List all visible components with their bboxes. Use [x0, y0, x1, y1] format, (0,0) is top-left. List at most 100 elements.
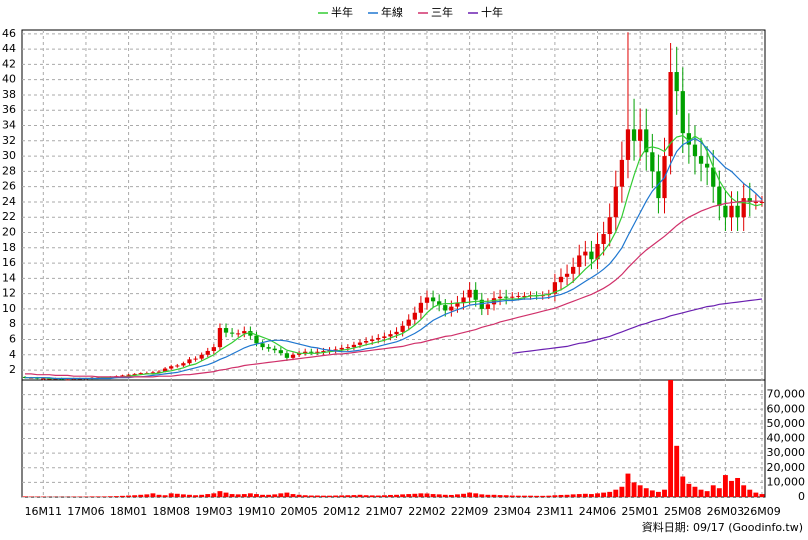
volume-bar — [649, 490, 655, 497]
volume-bar — [418, 493, 424, 497]
x-tick-label: 18M08 — [152, 505, 190, 518]
volume-bar — [515, 495, 521, 497]
candle-body — [674, 72, 679, 92]
candle-body — [260, 343, 265, 348]
candle-body — [175, 365, 180, 367]
candle-body — [759, 201, 765, 203]
y2-tick-label: 30,000 — [767, 446, 806, 459]
y-tick-label: 18 — [2, 241, 16, 254]
y-tick-label: 14 — [2, 271, 16, 284]
volume-bar — [674, 445, 680, 497]
candle-body — [473, 289, 478, 300]
volume-bar — [601, 492, 607, 497]
candle-body — [345, 347, 350, 349]
volume-bar — [296, 494, 302, 497]
volume-bar — [753, 492, 759, 497]
volume-bar — [193, 495, 199, 497]
candle-body — [504, 296, 509, 298]
candle-body — [485, 304, 491, 309]
volume-bar — [284, 492, 290, 497]
candle-body — [138, 373, 143, 375]
volume-bar — [89, 496, 95, 497]
x-tick-label: 22M09 — [451, 505, 489, 518]
y2-tick-label: 60,000 — [767, 402, 806, 415]
candle-body — [479, 299, 484, 309]
candle-body — [156, 371, 162, 373]
candle-body — [217, 328, 223, 348]
candle-body — [333, 349, 338, 351]
candle-body — [315, 351, 320, 353]
candle-body — [711, 167, 716, 187]
volume-bar — [729, 480, 734, 497]
volume-bar — [180, 494, 186, 497]
y-tick-label: 16 — [2, 256, 16, 269]
candle-body — [223, 328, 229, 333]
volume-bar — [357, 494, 363, 497]
candle-body — [41, 378, 46, 380]
y-tick-label: 26 — [2, 180, 16, 193]
footer: 資料日期: 09/17 (Goodinfo.tw) — [642, 520, 803, 534]
candle-body — [552, 282, 558, 294]
volume-bar — [132, 495, 138, 497]
volume-bar — [381, 495, 387, 497]
volume-bar — [290, 494, 296, 497]
candle-body — [613, 186, 618, 218]
volume-bar — [588, 494, 594, 497]
volume-bar — [448, 494, 454, 497]
volume-bar — [150, 493, 156, 497]
candle-body — [747, 198, 752, 202]
y-tick-label: 6 — [9, 332, 16, 345]
volume-bar — [424, 493, 430, 497]
candle-body — [266, 347, 271, 349]
y-tick-label: 30 — [2, 149, 16, 162]
candle-body — [467, 289, 472, 298]
volume-bar — [540, 495, 546, 497]
candle-body — [309, 351, 314, 353]
y-tick-label: 46 — [2, 27, 16, 40]
candle-body — [491, 298, 497, 305]
candle-body — [510, 296, 515, 298]
volume-bar — [351, 495, 357, 497]
volume-bar — [503, 495, 509, 497]
candle-body — [193, 358, 198, 360]
volume-bar — [710, 485, 716, 497]
candle-body — [686, 133, 692, 145]
volume-bar — [497, 495, 503, 497]
candle-body — [583, 251, 588, 256]
volume-bar — [528, 495, 533, 497]
legend-label: 半年 — [331, 5, 353, 19]
candle-body — [461, 297, 466, 303]
candle-body — [625, 129, 631, 160]
volume-bar — [631, 482, 637, 497]
candle-body — [254, 335, 259, 344]
volume-bar — [327, 495, 332, 497]
candle-body — [424, 297, 430, 303]
legend-label: 年線 — [381, 5, 403, 19]
y-tick-label: 8 — [9, 317, 16, 330]
volume-bar — [491, 494, 497, 497]
candle-body — [132, 373, 137, 375]
candle-body — [363, 341, 369, 343]
volume-bar — [321, 495, 326, 497]
volume-bar — [333, 495, 339, 497]
volume-bar — [570, 494, 576, 497]
candle-body — [339, 347, 344, 350]
candle-body — [680, 91, 685, 134]
candle-body — [418, 302, 424, 313]
volume-bar — [692, 486, 698, 497]
volume-bar — [637, 485, 643, 497]
x-tick-label: 20M05 — [280, 505, 318, 518]
volume-bar — [162, 495, 168, 497]
candle-body — [735, 205, 740, 218]
volume-bar — [558, 494, 564, 497]
ma-line — [25, 137, 763, 380]
volume-bar — [680, 476, 686, 497]
x-tick-label: 26M09 — [743, 505, 781, 518]
x-tick-label: 24M06 — [579, 505, 617, 518]
candle-body — [199, 354, 204, 359]
volume-bar — [534, 495, 540, 497]
volume-bar — [254, 494, 259, 497]
candle-body — [351, 344, 357, 348]
candle-body — [400, 325, 405, 332]
